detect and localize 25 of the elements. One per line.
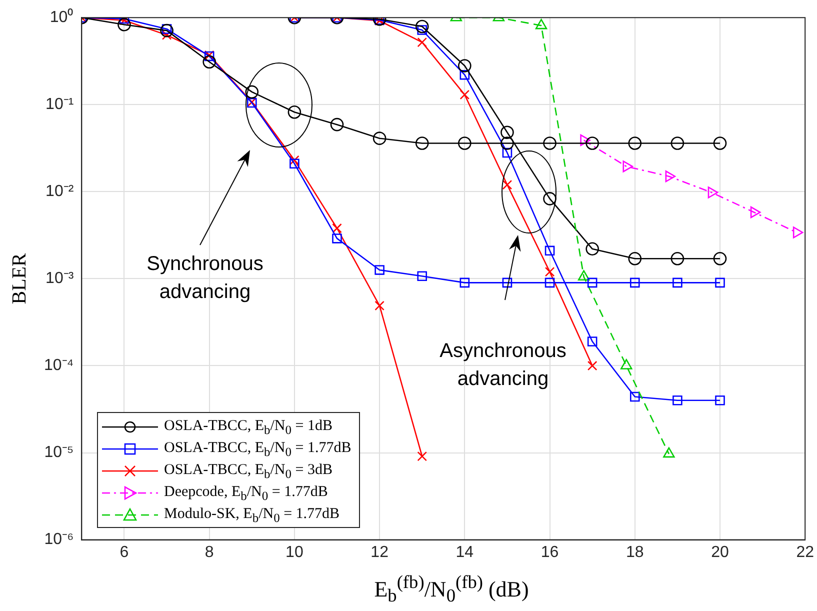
y-tick-label: 10⁻⁶: [44, 531, 74, 548]
x-tick-label: 10: [286, 544, 304, 561]
x-tick-label: 8: [204, 544, 214, 561]
x-axis-title: E$_{b}$$^{(fb)}$/N$_{0}$$^{(fb)}$ (dB): [373, 572, 530, 607]
x-tick-label: 16: [540, 544, 559, 561]
y-tick-label: 10⁻⁵: [44, 444, 74, 462]
legend-label: OSLA-TBCC, E$_{b}$/N$_{0}$ = 3dB: [164, 462, 332, 481]
legend-label: OSLA-TBCC, E$_{b}$/N$_{0}$ = 1dB: [164, 418, 332, 437]
x-tick-label: 12: [370, 544, 389, 561]
annotation: Asynchronous advancing: [438, 339, 568, 392]
x-tick-label: 18: [626, 544, 644, 561]
x-tick-label: 20: [711, 544, 729, 561]
y-tick-label: 10⁻³: [46, 270, 74, 288]
legend-label: Modulo-SK, E$_{b}$/N$_{0}$ = 1.77dB: [164, 506, 340, 525]
y-tick-label: 10⁰: [50, 8, 74, 26]
y-axis-title: BLER: [8, 252, 30, 304]
y-tick-label: 10⁻¹: [46, 96, 74, 114]
y-tick-label: 10⁻⁴: [44, 357, 74, 374]
y-tick-label: 10⁻²: [46, 183, 74, 200]
x-tick-label: 22: [796, 544, 814, 561]
annotation: Synchronous advancing: [146, 252, 264, 305]
legend-label: Deepcode, E$_{b}$/N$_{0}$ = 1.77dB: [164, 484, 328, 503]
x-tick-label: 6: [120, 544, 129, 561]
legend-label: OSLA-TBCC, E$_{b}$/N$_{0}$ = 1.77dB: [164, 440, 352, 459]
x-tick-label: 14: [456, 544, 474, 561]
